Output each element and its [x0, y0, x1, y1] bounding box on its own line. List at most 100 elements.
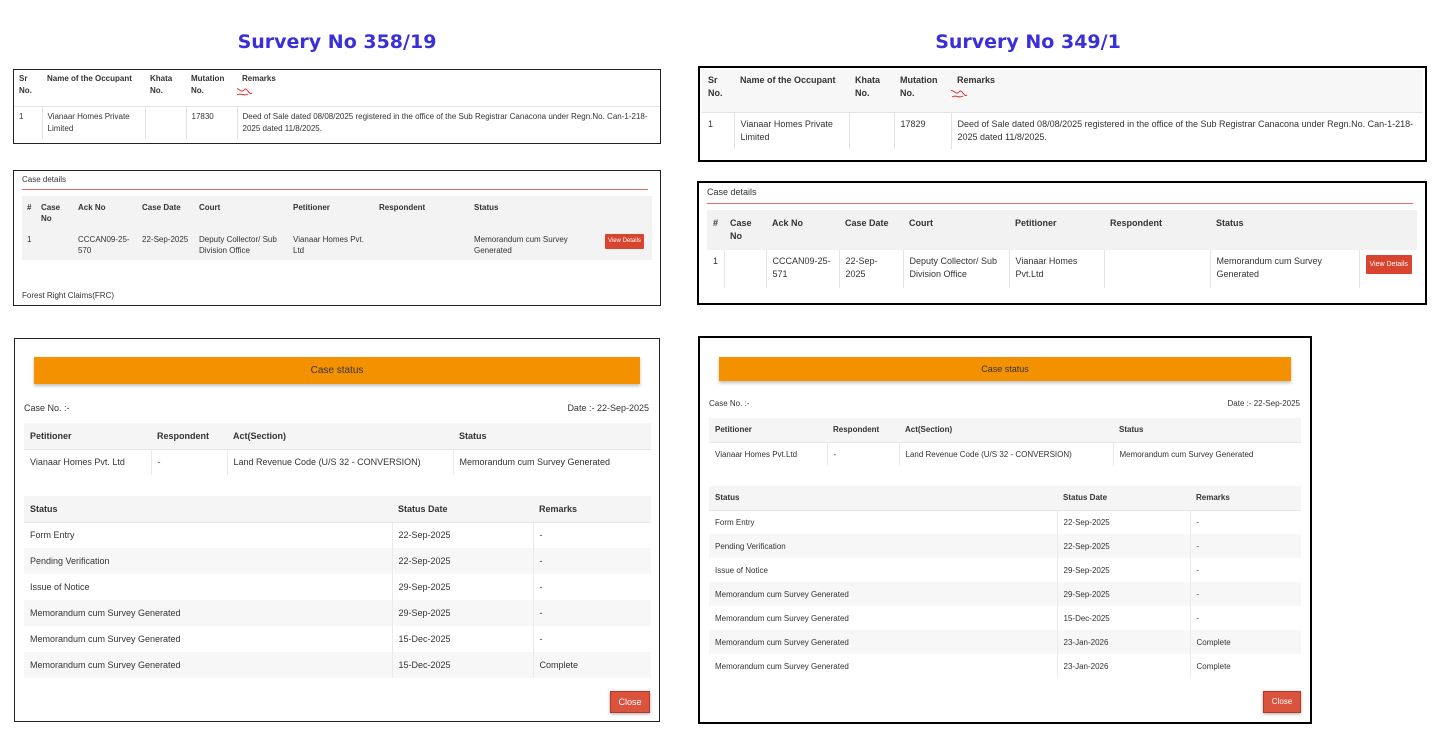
view-details-button[interactable]: View Details [1365, 255, 1412, 274]
cell-remarks: - [1190, 582, 1301, 606]
case-no-label: Case No. :- [24, 403, 70, 413]
col-respondent: Respondent [1110, 218, 1163, 228]
case-details-table-wrap: # Case No Ack No Case Date Court Petitio… [22, 196, 652, 260]
col-occupant-name: Name of the Occupant [42, 70, 145, 107]
col-action [600, 196, 652, 230]
cell-action: View Details [1359, 250, 1417, 288]
case-date-label: Date :- 22-Sep-2025 [1227, 399, 1301, 408]
cell-khata-no [145, 106, 187, 139]
cell-case-date: 22-Sep-2025 [137, 230, 194, 260]
col-case-no: Case No [41, 203, 61, 223]
cell-status: Memorandum cum Survey Generated [709, 606, 1058, 630]
close-button[interactable]: Close [610, 691, 650, 713]
col-status: Status [709, 486, 1057, 511]
table-row: Form Entry 22-Sep-2025- [24, 522, 651, 548]
cell-status-date: 29-Sep-2025 [392, 574, 534, 600]
col-remarks: Remarks [1190, 486, 1301, 511]
col-status: Status [474, 203, 499, 212]
table-row: Pending Verification 22-Sep-2025- [709, 534, 1301, 558]
col-status-date: Status Date [1057, 486, 1190, 511]
cell-status: Pending Verification [709, 534, 1058, 558]
table-row: Memorandum cum Survey Generated 23-Jan-20… [709, 630, 1301, 654]
col-case-no: Case No [730, 218, 752, 241]
cell-status: Memorandum cum Survey Generated [709, 654, 1058, 678]
table-row: Memorandum cum Survey Generated 15-Dec-20… [24, 626, 651, 652]
handwritten-mark-icon [237, 87, 253, 96]
cell-index: 1 [707, 250, 725, 288]
table-row: 1 CCCAN09-25-570 22-Sep-2025 Deputy Coll… [22, 230, 652, 260]
cell-remarks: Deed of Sale dated 08/08/2025 registered… [237, 106, 660, 139]
col-khata-no: Khata No. [145, 70, 186, 107]
table-row: Pending Verification 22-Sep-2025- [24, 548, 651, 574]
col-status: Status [24, 496, 392, 523]
divider [22, 189, 648, 190]
case-no-label: Case No. :- [709, 399, 750, 408]
col-mutation-no: Mutation No. [894, 70, 951, 113]
table-row: 1 Vianaar Homes Private Limited 17830 De… [14, 106, 660, 139]
table-row: Form Entry 22-Sep-2025- [709, 510, 1301, 534]
cell-occupant-name: Vianaar Homes Private Limited [734, 112, 850, 149]
col-petitioner: Petitioner [1015, 218, 1057, 228]
col-ack-no: Ack No [772, 218, 804, 228]
col-remarks: Remarks [533, 496, 651, 523]
cell-sr-no: 1 [14, 106, 43, 139]
cell-status: Form Entry [24, 522, 393, 548]
cell-respondent [1104, 250, 1211, 288]
col-status-date: Status Date [392, 496, 533, 523]
table-row: Memorandum cum Survey Generated 15-Dec-20… [709, 606, 1301, 630]
cell-status: Memorandum cum Survey Generated [1210, 250, 1360, 288]
cell-respondent [374, 230, 469, 260]
left-status-history-table: Status Status Date Remarks Form Entry 22-… [24, 496, 651, 678]
view-details-button[interactable]: View Details [605, 234, 644, 249]
table-row: Vianaar Homes Pvt.Ltd - Land Revenue Cod… [709, 442, 1301, 466]
cell-status: Memorandum cum Survey Generated [469, 230, 600, 260]
col-act-section: Act(Section) [227, 423, 453, 450]
cell-status: Memorandum cum Survey Generated [709, 582, 1058, 606]
col-case-date: Case Date [142, 203, 181, 212]
left-case-details-panel: Case details # Case No Ack No Case Date … [13, 170, 661, 306]
left-occupant-table: Sr No. Name of the Occupant Khata No. Mu… [14, 70, 660, 139]
cell-case-date: 22-Sep-2025 [839, 250, 904, 288]
cell-status: Memorandum cum Survey Generated [709, 630, 1058, 654]
cell-petitioner: Vianaar Homes Pvt.Ltd [1009, 250, 1105, 288]
case-details-label: Case details [707, 187, 757, 197]
cell-mutation-no: 17830 [186, 106, 238, 139]
cell-act-section: Land Revenue Code (U/S 32 - CONVERSION) [227, 449, 454, 475]
cell-index: 1 [22, 230, 36, 260]
cell-status-date: 29-Sep-2025 [392, 600, 534, 626]
case-details-label: Case details [22, 175, 67, 184]
table-row: Issue of Notice 29-Sep-2025- [709, 558, 1301, 582]
table-row: Issue of Notice 29-Sep-2025- [24, 574, 651, 600]
left-case-details-table: # Case No Ack No Case Date Court Petitio… [22, 196, 652, 260]
col-remarks: Remarks [237, 70, 660, 107]
col-occupant-name: Name of the Occupant [734, 70, 849, 113]
cell-status: Memorandum cum Survey Generated [24, 652, 393, 678]
cell-status-date: 29-Sep-2025 [1057, 558, 1191, 582]
left-survey-title: Survery No 358/19 [237, 31, 437, 53]
table-row: 1 CCCAN09-25-571 22-Sep-2025 Deputy Coll… [707, 250, 1417, 288]
table-row: Memorandum cum Survey Generated 15-Dec-20… [24, 652, 651, 678]
col-case-date: Case Date [845, 218, 889, 228]
left-parties-table: Petitioner Respondent Act(Section) Statu… [24, 423, 651, 475]
cell-occupant-name: Vianaar Homes Private Limited [42, 106, 146, 139]
cell-remarks: - [533, 600, 651, 626]
cell-ack-no: CCCAN09-25-570 [73, 230, 137, 260]
cell-remarks: - [1196, 517, 1200, 527]
cell-status-date: 22-Sep-2025 [392, 548, 534, 574]
col-respondent: Respondent [827, 418, 899, 443]
cell-case-no [36, 230, 73, 260]
col-index: # [27, 203, 32, 212]
col-court: Court [199, 203, 221, 212]
cell-remarks: - [539, 634, 543, 644]
cell-remarks: Complete [1196, 661, 1231, 671]
cell-sr-no: 1 [702, 112, 735, 149]
col-remarks: Remarks [951, 70, 1423, 113]
cell-remarks: - [539, 530, 543, 541]
right-parties-table: Petitioner Respondent Act(Section) Statu… [709, 418, 1301, 466]
close-button[interactable]: Close [1263, 691, 1301, 713]
cell-status: Pending Verification [24, 548, 393, 574]
cell-court: Deputy Collector/ Sub Division Office [903, 250, 1010, 288]
cell-action: View Details [600, 230, 652, 260]
table-row: 1 Vianaar Homes Private Limited 17829 De… [702, 112, 1423, 149]
cell-remarks: - [539, 582, 543, 592]
